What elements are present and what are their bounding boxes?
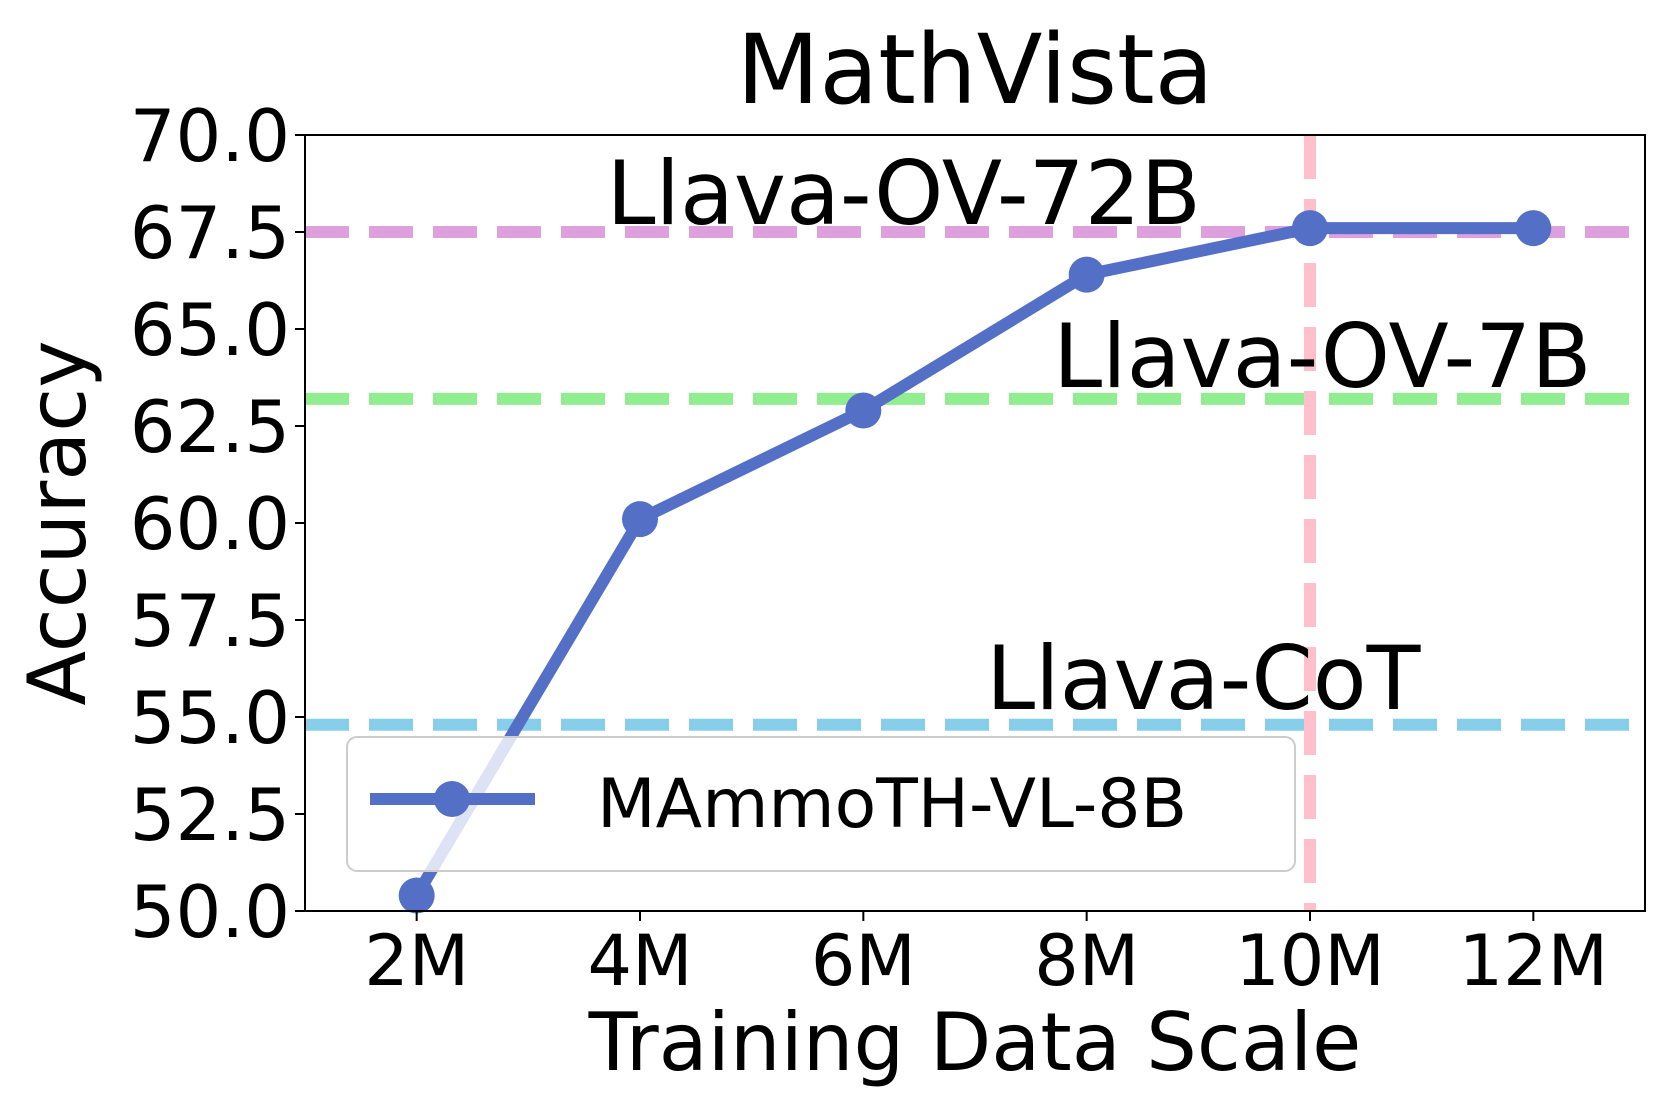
y-tick-label: 60.0 [130,482,290,566]
y-tick-label: 67.5 [130,191,290,275]
x-tick-label: 10M [1235,920,1384,1002]
series-layer [398,210,1552,914]
y-tick-label: 70.0 [130,94,290,178]
x-tick-label: 6M [811,920,916,1002]
x-tick-label: 8M [1034,920,1139,1002]
x-tick-label: 12M [1459,920,1608,1002]
y-tick-label: 65.0 [130,288,290,372]
y-tick-label: 50.0 [130,870,290,954]
y-tick-label: 62.5 [130,385,290,469]
chart-title: MathVista [737,14,1214,126]
x-axis-ticks: 2M 4M 6M 8M 10M 12M [364,911,1608,1002]
x-tick-label: 2M [364,920,469,1002]
reference-label-llava-cot: Llava-CoT [986,627,1421,730]
y-axis-ticks: 50.0 52.5 55.0 57.5 60.0 62.5 65.0 67.5 70.0 [130,94,305,954]
y-tick-label: 55.0 [130,676,290,760]
legend-box [346,736,1296,872]
data-point-12m [1515,210,1552,247]
x-tick-label: 4M [588,920,693,1002]
data-point-2m [398,877,435,914]
data-point-6m [845,392,882,429]
reference-label-llava-ov-72b: Llava-OV-72B [607,142,1201,245]
reference-labels: Llava-OV-72B Llava-OV-7B Llava-CoT [607,142,1592,730]
reference-label-llava-ov-7b: Llava-OV-7B [1053,305,1591,408]
data-point-4m [622,501,658,538]
data-point-8m [1068,256,1105,293]
series-line-0 [410,222,1540,902]
legend-marker-swatch [434,781,470,817]
x-axis-label: Training Data Scale [588,996,1362,1089]
legend-entry-label: MAmmoTH-VL-8B [597,765,1187,844]
y-tick-label: 57.5 [130,579,290,663]
data-point-10m [1292,210,1328,247]
y-tick-label: 52.5 [130,773,290,857]
legend: MAmmoTH-VL-8B [346,736,1296,872]
y-axis-label: Accuracy [11,340,104,705]
